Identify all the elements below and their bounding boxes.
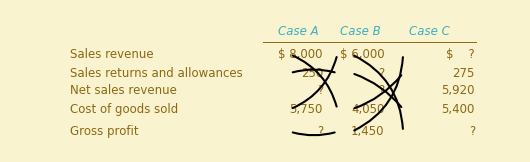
Text: 4,050: 4,050	[351, 103, 385, 116]
Text: 250: 250	[301, 67, 323, 80]
Text: Gross profit: Gross profit	[70, 125, 139, 138]
Text: Case B: Case B	[340, 25, 380, 38]
Text: 5,400: 5,400	[441, 103, 475, 116]
Text: Case C: Case C	[409, 25, 450, 38]
Text: $ 8,000: $ 8,000	[278, 48, 323, 61]
Text: Net sales revenue: Net sales revenue	[70, 84, 177, 97]
Text: ?: ?	[317, 84, 323, 97]
Text: Case A: Case A	[278, 25, 319, 38]
Text: Sales revenue: Sales revenue	[70, 48, 154, 61]
Text: ?: ?	[317, 125, 323, 138]
Text: 5,750: 5,750	[289, 103, 323, 116]
Text: 275: 275	[453, 67, 475, 80]
Text: 5,920: 5,920	[441, 84, 475, 97]
Text: $    ?: $ ?	[446, 48, 475, 61]
Text: ?: ?	[378, 67, 385, 80]
Text: ?: ?	[378, 84, 385, 97]
Text: $ 6,000: $ 6,000	[340, 48, 385, 61]
Text: 1,450: 1,450	[351, 125, 385, 138]
Text: Sales returns and allowances: Sales returns and allowances	[70, 67, 243, 80]
Text: ?: ?	[469, 125, 475, 138]
Text: Cost of goods sold: Cost of goods sold	[70, 103, 179, 116]
